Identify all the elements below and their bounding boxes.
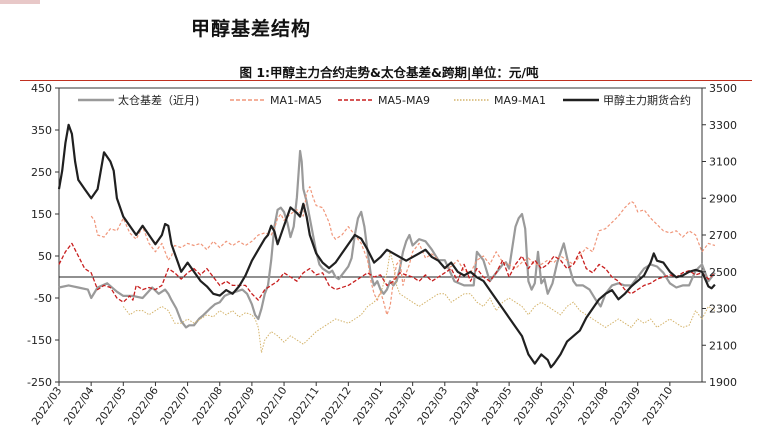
x-tick-label: 2022/07: [158, 385, 193, 428]
x-tick-label: 2022/11: [287, 385, 322, 428]
y-right-tick-label: 1900: [709, 376, 737, 389]
y-right-tick-label: 2100: [709, 339, 737, 352]
page-title: 甲醇基差结构: [191, 18, 312, 40]
y-right-tick-label: 3100: [709, 156, 737, 169]
plot-area: [58, 87, 703, 383]
y-left-tick-label: -250: [27, 376, 52, 389]
chart-title: 图 1:甲醇主力合约走势&太仓基差&跨期|单位：元/吨: [239, 65, 539, 80]
x-tick-label: 2022/09: [223, 385, 258, 428]
top-accent-mark: [0, 0, 40, 4]
y-right-tick-label: 2300: [709, 303, 737, 316]
x-tick-label: 2022/06: [126, 385, 161, 428]
x-tick-label: 2023/05: [480, 385, 515, 428]
y-left-tick-label: -50: [34, 292, 52, 305]
y-left-tick-label: -150: [27, 334, 52, 347]
y-right-tick-label: 2700: [709, 229, 737, 242]
legend-label: MA9-MA1: [494, 94, 546, 107]
x-tick-label: 2023/07: [544, 385, 579, 428]
x-tick-label: 2023/06: [512, 385, 547, 428]
x-tick-label: 2022/08: [190, 385, 225, 428]
y-right-tick-label: 2500: [709, 266, 737, 279]
series-line-1: [58, 149, 716, 329]
y-left-tick-label: 250: [31, 166, 52, 179]
title-rule: [20, 80, 752, 81]
x-tick-label: 2023/01: [351, 385, 386, 428]
x-tick-label: 2023/03: [415, 385, 450, 428]
y-right-tick-label: 3500: [709, 82, 737, 95]
y-right-tick-label: 3300: [709, 119, 737, 132]
x-tick-label: 2022/05: [94, 385, 129, 428]
y-left-tick-label: 50: [38, 250, 52, 263]
legend-label: 太仓基差（近月): [118, 93, 199, 107]
legend: 太仓基差（近月) MA1-MA5 MA5-MA9 MA9-MA1 甲醇主力期货合约: [78, 93, 691, 107]
x-tick-label: 2023/10: [640, 385, 675, 428]
y-right-tick-label: 2900: [709, 192, 737, 205]
x-tick-label: 2023/08: [576, 385, 611, 428]
series-line-2: [90, 186, 716, 316]
x-tick-label: 2022/04: [62, 385, 97, 428]
x-tick-label: 2023/02: [383, 385, 418, 428]
legend-label: 甲醇主力期货合约: [603, 93, 691, 107]
legend-label: MA5-MA9: [378, 94, 430, 107]
y-left-tick-label: 350: [31, 124, 52, 137]
series-line-4: [122, 251, 716, 354]
series-layer: [57, 123, 716, 369]
x-tick-label: 2022/10: [255, 385, 290, 428]
series-line-3: [58, 242, 716, 303]
y-left-tick-label: 450: [31, 82, 52, 95]
series-line-5: [57, 123, 716, 369]
x-tick-label: 2023/09: [608, 385, 643, 428]
legend-label: MA1-MA5: [270, 94, 322, 107]
y-left-tick-label: 150: [31, 208, 52, 221]
x-tick-label: 2022/12: [319, 385, 354, 428]
x-tick-label: 2022/03: [30, 385, 65, 428]
x-tick-label: 2023/04: [448, 385, 483, 428]
